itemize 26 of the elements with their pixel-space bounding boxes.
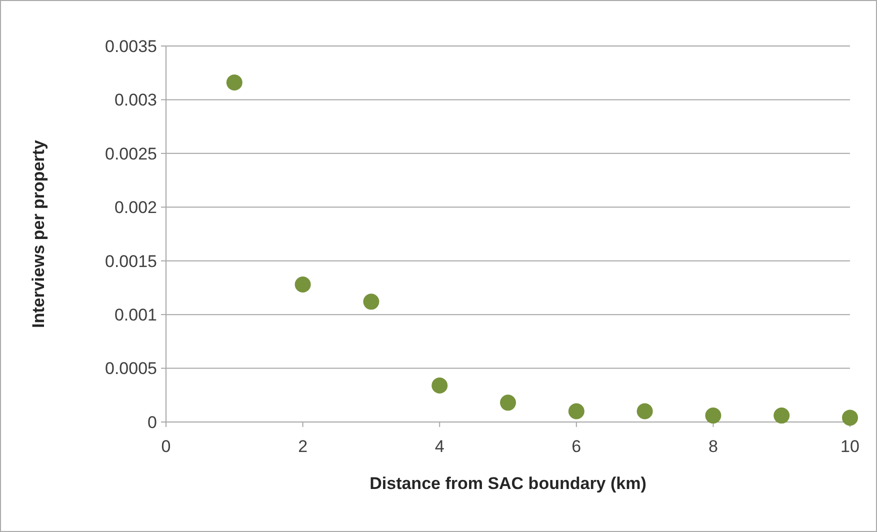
y-tick-label: 0.0035 [105,36,157,56]
y-tick-label: 0.003 [114,90,157,110]
x-tick-label: 0 [161,437,171,456]
point [500,394,516,411]
y-tick-label: 0.0015 [105,252,157,271]
y-axis-title: Interviews per property [29,139,48,328]
point [774,408,790,424]
x-tick-label: 2 [298,437,308,456]
x-tick-label: 6 [572,437,582,456]
x-tick-label: 10 [840,437,860,456]
x-tick-label: 8 [708,437,718,456]
point [568,403,584,420]
point [363,294,380,310]
x-axis-title: Distance from SAC boundary (km) [370,474,646,493]
point [842,410,858,426]
point [226,74,242,91]
x-tick-label: 4 [434,437,444,456]
point [294,276,311,292]
y-tick-label: 0.0005 [105,359,157,378]
y-tick-label: 0.0025 [105,144,157,164]
y-tick-label: 0.002 [114,198,157,218]
y-tick-label: 0 [148,412,157,432]
point [705,408,722,424]
y-tick-label: 0.001 [114,306,157,325]
point [432,377,448,394]
point [636,403,653,420]
